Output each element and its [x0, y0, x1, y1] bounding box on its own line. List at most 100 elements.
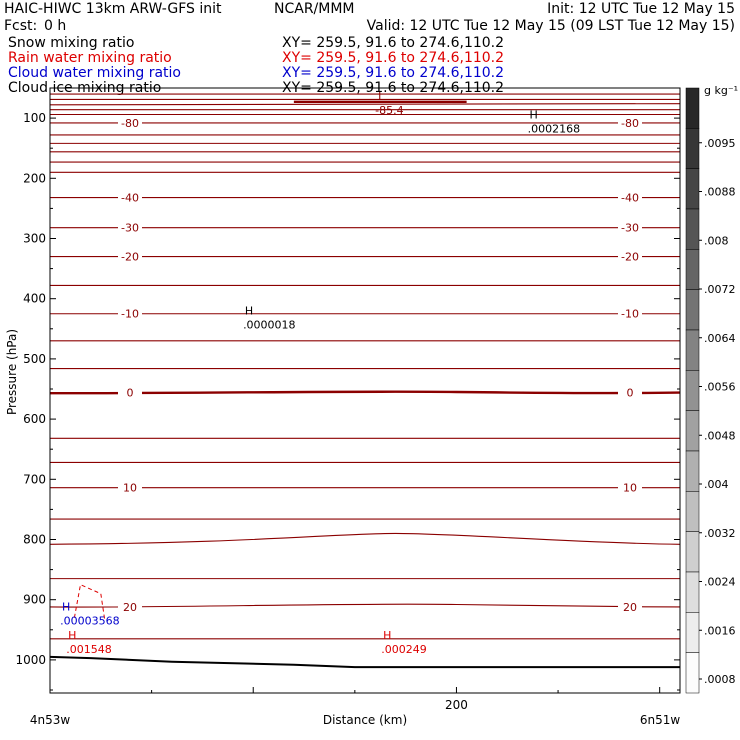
field-name-0: Snow mixing ratio — [8, 35, 134, 51]
isotherm-label-12-1: -30 — [621, 222, 639, 235]
colorbar-label-11: .0008 — [704, 673, 736, 686]
colorbar-segment-13 — [685, 612, 700, 653]
isotherm-label-5-1: -80 — [621, 117, 639, 130]
isotherm-label-21-0: 10 — [123, 482, 137, 495]
init-time: Init: 12 UTC Tue 12 May 15 — [547, 1, 735, 17]
y-tick-label-5: 600 — [23, 412, 46, 426]
isotherm-label-21-1: 10 — [623, 482, 637, 495]
field-xy-0: XY= 259.5, 91.6 to 274.6,110.2 — [282, 35, 504, 51]
plot-frame — [49, 87, 681, 694]
y-tick-label-8: 900 — [23, 593, 46, 607]
y-tick-label-7: 800 — [23, 532, 46, 546]
colorbar-label-5: .0056 — [704, 381, 736, 394]
isotherm-label-bg-12-1 — [618, 221, 642, 234]
colorbar: g kg⁻¹ .0095 .0088 .008 .0072 .0064 .0056 .004… — [685, 84, 738, 694]
colorbar-segment-9 — [685, 450, 700, 492]
x-axis-label: Distance (km) — [323, 713, 407, 727]
extremum-value-4: .001548 — [66, 643, 112, 656]
colorbar-segment-11 — [685, 531, 700, 573]
colorbar-label-2: .008 — [704, 234, 729, 247]
colorbar-segment-0 — [685, 87, 700, 129]
extremum-value-5: .000249 — [381, 643, 427, 656]
isotherm-label-bg-11-0 — [118, 191, 142, 204]
isotherm-label-18-0: 0 — [127, 387, 134, 400]
x-left-endpoint-label: 4n53w — [30, 713, 71, 727]
model-title: HAIC-HIWC 13km ARW-GFS init — [4, 1, 222, 17]
colorbar-label-7: .004 — [704, 478, 729, 491]
colorbar-label-10: .0016 — [704, 624, 736, 637]
extremum-type-4: H — [68, 629, 76, 642]
isotherm-label-bg-13-1 — [618, 250, 642, 263]
colorbar-label-1: .0088 — [704, 186, 736, 199]
colorbar-label-4: .0064 — [704, 332, 736, 345]
extremum-value-1: .0002168 — [528, 123, 581, 136]
colorbar-label-9: .0024 — [704, 576, 736, 589]
isotherm-label-bg-18-0 — [118, 386, 142, 399]
valid-time: Valid: 12 UTC Tue 12 May 15 (09 LST Tue … — [367, 18, 735, 34]
colorbar-segment-6 — [685, 329, 700, 371]
isotherm-label-11-0: -40 — [121, 192, 139, 205]
rain-contour — [73, 583, 106, 621]
extremum-type-5: H — [383, 629, 391, 642]
colorbar-segment-12 — [685, 571, 700, 613]
terrain-line — [49, 655, 680, 669]
isotherm-label-bg-15-1 — [618, 307, 642, 320]
isotherm-label-25-1: 20 — [623, 601, 637, 614]
x-right-endpoint-label: 6n51w — [640, 713, 681, 727]
y-tick-label-3: 400 — [23, 292, 46, 306]
field-xy-2: XY= 259.5, 91.6 to 274.6,110.2 — [282, 65, 504, 81]
colorbar-segment-5 — [685, 289, 700, 331]
isotherm-label-13-1: -20 — [621, 251, 639, 264]
isotherm-label-12-0: -30 — [121, 222, 139, 235]
y-axis-label: Pressure (hPa) — [5, 329, 19, 415]
colorbar-label-6: .0048 — [704, 429, 736, 442]
isotherm-label-bg-5-1 — [618, 116, 642, 129]
colorbar-segment-14 — [685, 652, 700, 694]
isotherm-2 — [49, 103, 681, 106]
colorbar-segment-4 — [685, 249, 700, 290]
colorbar-segment-1 — [685, 128, 700, 169]
extremum-type-1: H — [529, 109, 537, 122]
isotherm-label-bg-15-0 — [118, 307, 142, 320]
colorbar-label-0: .0095 — [704, 137, 736, 150]
fcst-value: 0 h — [44, 18, 66, 34]
isotherm-label-18-1: 0 — [627, 387, 634, 400]
center-title: NCAR/MMM — [274, 1, 355, 17]
field-name-1: Rain water mixing ratio — [8, 50, 172, 66]
isotherm-label-bg-12-0 — [118, 221, 142, 234]
isotherm-18 — [49, 390, 681, 395]
y-tick-label-9: 1000 — [15, 653, 46, 667]
isotherm-label-bg-13-0 — [118, 250, 142, 263]
isotherm-25 — [49, 603, 681, 608]
isotherm-label-bg-5-0 — [118, 116, 142, 129]
y-tick-label-6: 700 — [23, 472, 46, 486]
isotherm-label-13-0: -20 — [121, 251, 139, 264]
isotherm-label-5-0: -80 — [121, 117, 139, 130]
field-name-2: Cloud water mixing ratio — [8, 65, 181, 81]
y-tick-label-0: 100 — [23, 111, 46, 125]
field-xy-1: XY= 259.5, 91.6 to 274.6,110.2 — [282, 50, 504, 66]
extremum-value-2: .0000018 — [243, 318, 296, 331]
colorbar-label-8: .0032 — [704, 527, 736, 540]
colorbar-segment-2 — [685, 168, 700, 210]
isotherm-label-15-0: -10 — [121, 308, 139, 321]
colorbar-segment-7 — [685, 370, 700, 411]
fcst-label: Fcst: — [4, 18, 37, 34]
extremum-type-3: H — [62, 601, 70, 614]
colorbar-segment-10 — [685, 491, 700, 532]
axes: 4n53w 6n51w Distance (km) Pressure (hPa)… — [5, 87, 681, 727]
figure-header: HAIC-HIWC 13km ARW-GFS init NCAR/MMM Ini… — [4, 1, 735, 96]
colorbar-label-3: .0072 — [704, 283, 736, 296]
isotherm-label-15-1: -10 — [621, 308, 639, 321]
isotherm-label-bg-18-1 — [618, 386, 642, 399]
colorbar-segment-3 — [685, 208, 700, 250]
isotherm-label-bg-25-0 — [118, 600, 142, 613]
colorbar-unit: g kg⁻¹ — [704, 84, 738, 97]
isotherm-label-bg-21-1 — [618, 481, 642, 494]
plot-area: -80 -80 -40 -40 -30 -30 -20 -20 -10 -10 0 0 10 10 20 20… — [49, 90, 681, 669]
extremum-type-2: H — [245, 304, 253, 317]
isotherm-23 — [49, 532, 681, 545]
y-tick-label-1: 200 — [23, 171, 46, 185]
isotherm-label-bg-25-1 — [618, 600, 642, 613]
